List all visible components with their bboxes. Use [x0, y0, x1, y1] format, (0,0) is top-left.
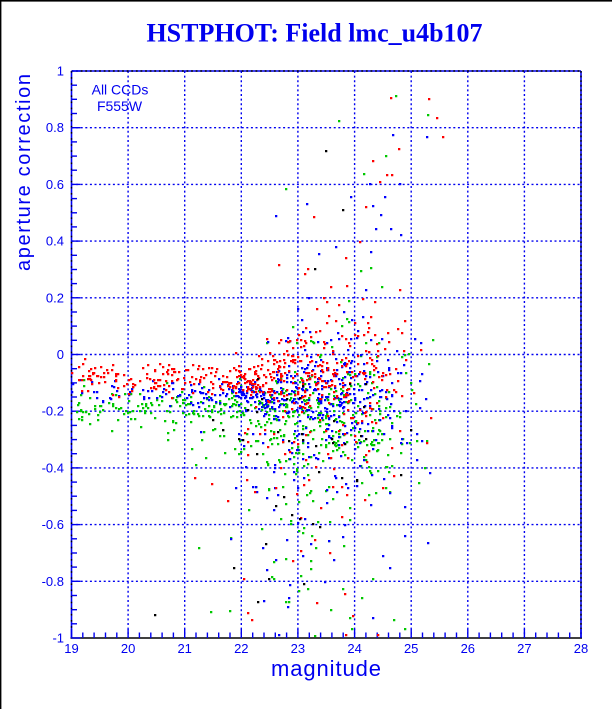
svg-text:0: 0	[57, 347, 64, 362]
svg-text:27: 27	[517, 641, 531, 656]
svg-text:19: 19	[64, 641, 78, 656]
svg-text:HSTPHOT: Field lmc_u4b107: HSTPHOT: Field lmc_u4b107	[146, 19, 482, 48]
svg-text:-0.4: -0.4	[42, 460, 64, 475]
svg-text:28: 28	[574, 641, 588, 656]
svg-text:25: 25	[404, 641, 418, 656]
svg-text:All CCDs: All CCDs	[92, 82, 149, 98]
svg-text:-0.2: -0.2	[42, 404, 64, 419]
svg-text:magnitude: magnitude	[271, 656, 381, 681]
svg-text:-0.8: -0.8	[42, 574, 64, 589]
svg-text:22: 22	[234, 641, 248, 656]
svg-text:0.6: 0.6	[46, 177, 64, 192]
svg-text:21: 21	[177, 641, 191, 656]
svg-text:24: 24	[347, 641, 361, 656]
svg-text:23: 23	[291, 641, 305, 656]
svg-text:1: 1	[57, 64, 64, 79]
svg-text:-1: -1	[52, 631, 64, 646]
svg-text:0.8: 0.8	[46, 120, 64, 135]
svg-text:0.4: 0.4	[46, 234, 64, 249]
svg-text:26: 26	[461, 641, 475, 656]
svg-text:F555W: F555W	[97, 98, 143, 114]
svg-text:20: 20	[121, 641, 135, 656]
svg-text:-0.6: -0.6	[42, 517, 64, 532]
svg-text:aperture correction: aperture correction	[13, 74, 35, 271]
svg-text:0.2: 0.2	[46, 290, 64, 305]
